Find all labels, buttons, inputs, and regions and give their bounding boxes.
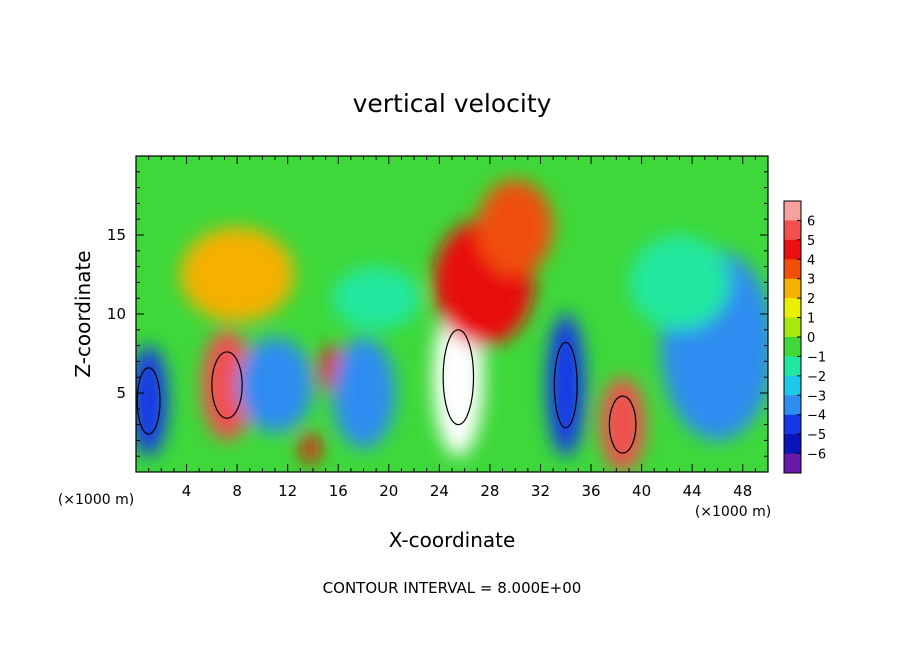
colorbar-swatch xyxy=(784,278,801,299)
x-tick-label: 44 xyxy=(683,482,702,500)
colorbar-label: −3 xyxy=(807,389,826,404)
x-tick-label: 4 xyxy=(182,482,192,500)
x-tick-label: 16 xyxy=(329,482,348,500)
y-axis: 5 10 15 xyxy=(107,171,768,457)
y-tick-label: 5 xyxy=(116,384,126,402)
contour-interval-note: CONTOUR INTERVAL = 8.000E+00 xyxy=(323,579,582,597)
heatmap-cell xyxy=(477,179,554,275)
heatmap-cell xyxy=(600,377,645,472)
colorbar: 6 5 4 3 2 1 0 −1 −2 −3 −4 −5 −6 xyxy=(783,200,826,474)
colorbar-swatch xyxy=(784,317,801,338)
colorbar-swatch xyxy=(784,239,801,260)
contour-line xyxy=(211,351,243,419)
colorbar-swatch xyxy=(784,337,801,357)
colorbar-swatch xyxy=(784,220,801,241)
contour-layer xyxy=(136,329,637,454)
heatmap-cell xyxy=(331,266,421,330)
heatmap-cell xyxy=(136,345,168,457)
colorbar-label: −2 xyxy=(807,370,826,385)
contour-line xyxy=(608,395,637,454)
contour-line xyxy=(442,329,475,426)
colorbar-label: −1 xyxy=(807,350,826,365)
x-axis-label: X-coordinate xyxy=(389,528,516,552)
heatmap-cell xyxy=(628,235,731,330)
x-tick-label: 12 xyxy=(278,482,297,500)
y-tick-label: 15 xyxy=(107,226,126,244)
colorbar-label: −5 xyxy=(807,428,826,443)
heatmap-cell xyxy=(300,432,320,465)
heatmap-cell xyxy=(546,314,585,457)
x-tick-label: 20 xyxy=(379,482,398,500)
heatmap-cell xyxy=(331,337,396,449)
chart-title: vertical velocity xyxy=(353,89,552,118)
y-tick-label: 10 xyxy=(107,305,126,323)
colorbar-swatch xyxy=(784,395,801,416)
colorbar-label: 2 xyxy=(807,292,815,307)
y-axis-label: Z-coordinate xyxy=(71,250,95,377)
colorbar-label: 4 xyxy=(807,253,815,268)
plot-area xyxy=(136,156,768,472)
colorbar-label: −6 xyxy=(807,448,826,463)
colorbar-swatch xyxy=(784,414,801,435)
heatmap-cell xyxy=(201,329,253,441)
heatmap-layer xyxy=(136,179,768,472)
heatmap-cell xyxy=(180,227,294,322)
x-unit-left: (×1000 m) xyxy=(58,492,134,508)
colorbar-swatch xyxy=(784,298,801,319)
colorbar-swatch xyxy=(784,375,801,396)
colorbar-swatch xyxy=(784,356,801,377)
colorbar-swatch xyxy=(784,434,801,455)
colorbar-swatch xyxy=(784,259,801,280)
colorbar-label: 3 xyxy=(807,273,815,288)
colorbar-label: −4 xyxy=(807,409,826,424)
x-tick-label: 36 xyxy=(581,482,600,500)
x-tick-label: 24 xyxy=(430,482,449,500)
x-tick-label: 8 xyxy=(232,482,242,500)
x-tick-label: 28 xyxy=(480,482,499,500)
contour-line xyxy=(136,367,161,435)
heatmap-cell xyxy=(237,337,313,433)
contour-line xyxy=(553,341,578,429)
colorbar-label: 0 xyxy=(807,331,815,346)
colorbar-swatch xyxy=(784,201,801,221)
colorbar-label: 6 xyxy=(807,214,815,229)
colorbar-label: 5 xyxy=(807,234,815,249)
x-tick-label: 40 xyxy=(632,482,651,500)
colorbar-label: 1 xyxy=(807,312,815,327)
colorbar-swatch xyxy=(784,453,801,474)
x-tick-label: 32 xyxy=(531,482,550,500)
x-unit-right: (×1000 m) xyxy=(695,504,771,520)
x-tick-label: 48 xyxy=(733,482,752,500)
x-axis: 4 8 12 16 20 24 28 32 36 40 44 48 xyxy=(148,156,756,500)
